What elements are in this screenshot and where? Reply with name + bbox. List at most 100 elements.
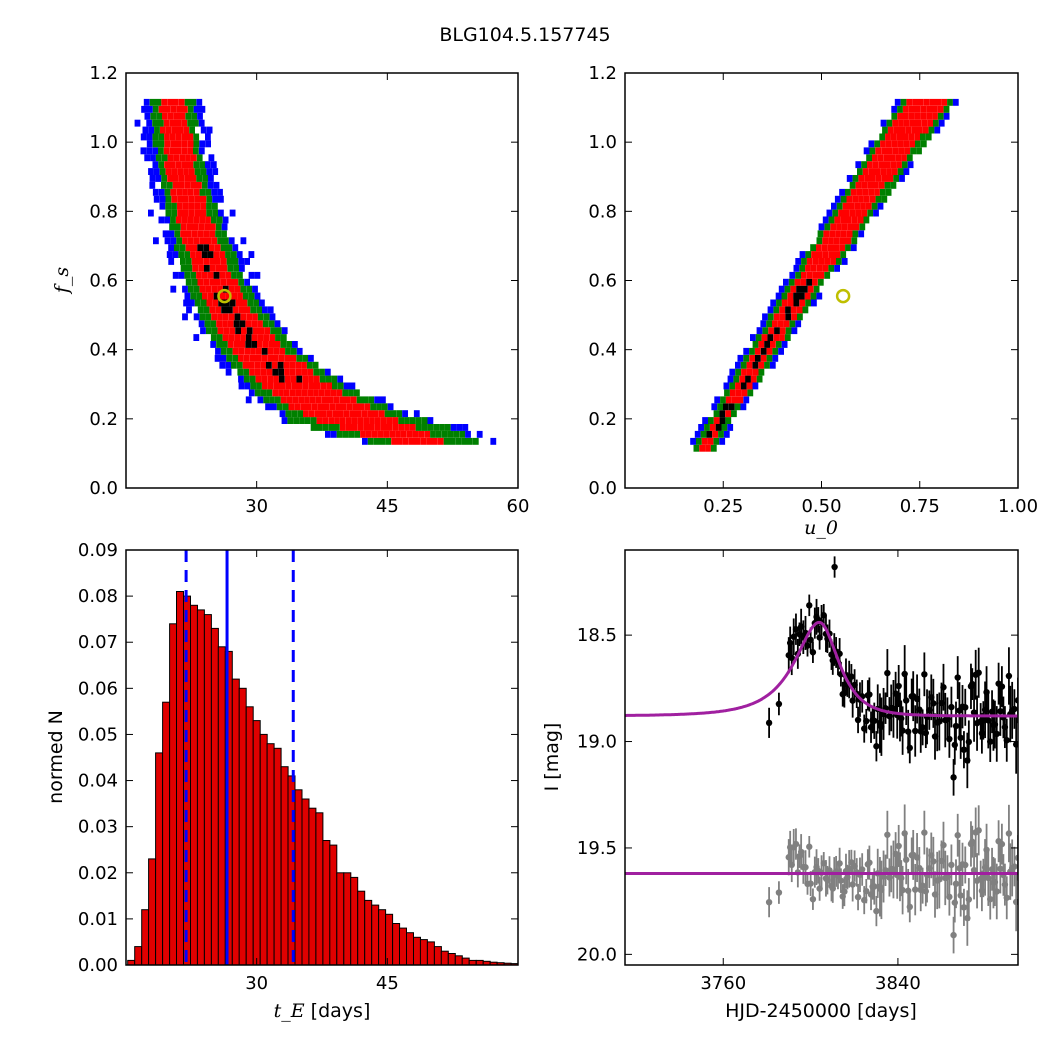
- p2-cell: [719, 410, 726, 418]
- p1-cell: [306, 361, 313, 369]
- p4-residual-point: [871, 883, 878, 890]
- p1-cell: [163, 147, 170, 155]
- p2-cell: [890, 181, 897, 189]
- p2-cell: [749, 354, 755, 362]
- p4-residual-point: [873, 907, 880, 915]
- p2-cell: [892, 147, 899, 155]
- p1-cell: [193, 105, 200, 113]
- p1-cell: [304, 396, 310, 404]
- p1-cell: [152, 140, 159, 148]
- p1-cell: [229, 299, 236, 307]
- p2-cell: [845, 188, 851, 196]
- p4-data-point: [993, 730, 1000, 738]
- p1-cell: [205, 285, 212, 293]
- p4-data-point: [809, 649, 817, 656]
- p1-cell: [169, 147, 176, 155]
- p3-bar: [203, 614, 212, 966]
- p3-bar: [385, 913, 394, 966]
- p1-cell: [235, 327, 241, 335]
- p1-cell: [337, 375, 344, 383]
- p1-cell: [222, 216, 229, 224]
- p2-cell: [758, 361, 765, 369]
- p2-cell: [725, 417, 732, 424]
- p1-cell: [239, 264, 245, 272]
- p1-cell: [215, 306, 222, 314]
- p2-cell: [909, 140, 915, 148]
- p2-cell: [853, 223, 860, 231]
- p4-residual-point: [954, 832, 961, 839]
- p1-cell: [238, 278, 245, 286]
- p1-cell: [278, 354, 285, 362]
- p1-cell: [216, 334, 223, 341]
- p1-cell: [167, 112, 174, 120]
- p2-cell: [737, 396, 744, 404]
- p2-cell: [872, 161, 879, 169]
- p1-cell: [188, 237, 194, 245]
- p1-cell: [336, 389, 343, 397]
- p2-cell: [889, 154, 896, 162]
- p2-cell: [881, 195, 888, 203]
- p4-residual-point: [775, 889, 783, 896]
- p1-cell: [250, 306, 257, 314]
- p1-cell: [167, 154, 174, 162]
- p2-cell: [908, 112, 915, 120]
- p1-cell: [193, 147, 199, 155]
- p2-cell: [764, 361, 770, 369]
- p4-residual-point: [993, 888, 1000, 895]
- p1-cell: [239, 341, 246, 348]
- p4-residual-point: [997, 865, 1004, 873]
- p3-x-axis-label: t_E [days]: [274, 1000, 371, 1022]
- p1-cell: [287, 417, 294, 424]
- p1-cell: [310, 417, 317, 424]
- p1-cell: [398, 424, 404, 431]
- p1-cell: [194, 299, 201, 307]
- p1-cell: [348, 430, 355, 438]
- p1-cell: [215, 230, 221, 238]
- p1-cell: [240, 334, 246, 341]
- p1-cell: [237, 368, 244, 376]
- p2-cell: [802, 285, 808, 293]
- p4-residual-point: [899, 886, 906, 894]
- p1-cell: [414, 437, 421, 445]
- p3-bar: [413, 936, 421, 966]
- p1-cell: [386, 417, 393, 424]
- p1-cell: [248, 389, 255, 397]
- p1-cell: [205, 216, 211, 224]
- p2-cell: [862, 168, 869, 175]
- p1-cell: [210, 320, 217, 328]
- p1-cell: [410, 417, 416, 424]
- p2-cell: [833, 244, 840, 252]
- p1-cell: [373, 437, 380, 445]
- p1-cell: [406, 430, 413, 438]
- p1-cell: [384, 410, 391, 418]
- p1-cell: [352, 403, 359, 411]
- p2-cell: [874, 188, 880, 196]
- p2-cell: [796, 285, 802, 293]
- p2-cell: [760, 320, 767, 328]
- p1-cell: [278, 368, 284, 376]
- p1-cell: [197, 230, 204, 238]
- p2-cell: [921, 119, 928, 127]
- p1-cell: [329, 403, 336, 411]
- p1-y-ticks: 0.0 0.2 0.4 0.6 0.8 1.0 1.2: [89, 63, 518, 499]
- p2-cell: [834, 264, 840, 272]
- p1-cell: [325, 430, 331, 438]
- p1-cell: [187, 188, 194, 196]
- p2-cell: [740, 382, 747, 390]
- p4-residual-point: [1003, 894, 1010, 901]
- p2-cell: [707, 437, 714, 445]
- p1-cell: [182, 237, 188, 245]
- p1-cell: [378, 410, 385, 418]
- p2-probability-cells: [690, 98, 959, 452]
- p2-cell: [885, 133, 891, 141]
- p2-cell: [830, 223, 837, 231]
- p2-cell: [855, 209, 862, 217]
- p1-cell: [247, 299, 254, 307]
- p1-cell: [284, 368, 290, 376]
- p2-cell: [947, 98, 953, 106]
- p1-cell: [193, 216, 200, 224]
- p1-cell: [226, 354, 233, 362]
- p1-cell: [241, 327, 247, 335]
- p1-cell: [234, 285, 241, 293]
- p4-residual-point: [854, 893, 862, 901]
